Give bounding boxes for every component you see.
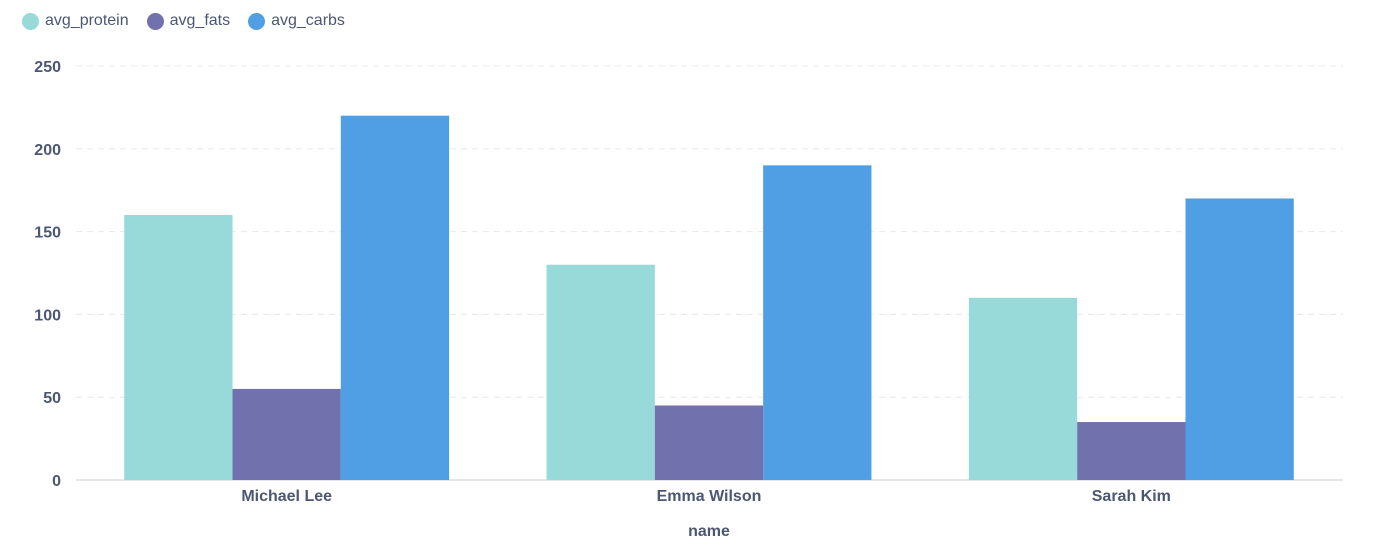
bar-avg-protein-emma-wilson[interactable]	[546, 264, 655, 480]
bar-avg-fats-emma-wilson[interactable]	[654, 405, 764, 480]
bar-avg-protein-michael-lee[interactable]	[124, 215, 233, 481]
legend-label-avg-carbs: avg_carbs	[271, 12, 345, 29]
bar-avg-protein-sarah-kim[interactable]	[968, 297, 1078, 480]
legend-item-avg-fats[interactable]: avg_fats	[146, 12, 231, 30]
legend-item-avg-protein[interactable]: avg_protein	[22, 12, 129, 30]
y-tick-label: 250	[34, 59, 61, 76]
y-axis-ticks: 0 50 100 150 200 250	[34, 59, 61, 490]
x-category-label: Michael Lee	[241, 488, 332, 505]
legend-swatch-avg-fats	[146, 12, 164, 30]
legend-item-avg-carbs[interactable]: avg_carbs	[248, 12, 345, 30]
bar-avg-carbs-emma-wilson[interactable]	[763, 165, 872, 481]
legend-swatch-avg-carbs	[248, 12, 266, 30]
y-tick-label: 150	[34, 225, 61, 242]
legend-label-avg-fats: avg_fats	[169, 12, 231, 29]
x-axis-title: name	[688, 523, 730, 540]
x-category-label: Emma Wilson	[657, 488, 762, 505]
bar-avg-carbs-michael-lee[interactable]	[340, 115, 450, 481]
y-tick-label: 50	[43, 390, 61, 407]
bar-avg-fats-michael-lee[interactable]	[232, 388, 341, 480]
legend-label-avg-protein: avg_protein	[45, 12, 129, 29]
legend-swatch-avg-protein	[22, 12, 39, 30]
legend: avg_protein avg_fats avg_carbs	[22, 12, 345, 30]
y-tick-label: 100	[34, 307, 61, 324]
y-tick-label: 0	[52, 473, 61, 490]
x-axis-categories: Michael Lee Emma Wilson Sarah Kim	[241, 488, 1171, 505]
bar-avg-carbs-sarah-kim[interactable]	[1185, 198, 1294, 481]
bars	[124, 115, 1294, 481]
bar-avg-fats-sarah-kim[interactable]	[1077, 422, 1186, 480]
y-tick-label: 200	[34, 142, 61, 159]
x-category-label: Sarah Kim	[1092, 488, 1171, 505]
